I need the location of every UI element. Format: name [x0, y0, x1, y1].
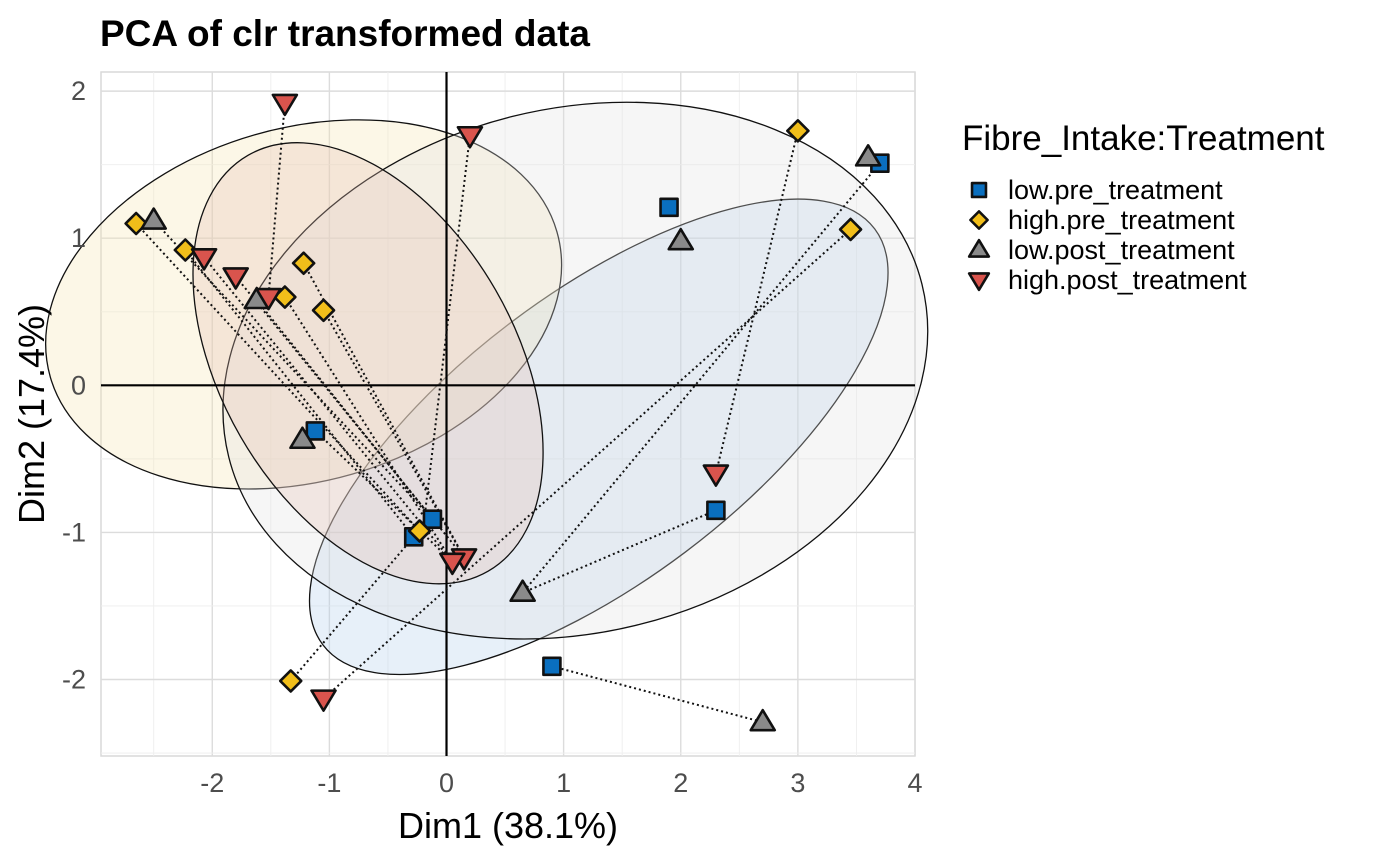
- point-low-post-treatment: [667, 227, 695, 251]
- point-low-post-treatment: [749, 708, 777, 732]
- plot-panel: [100, 71, 916, 757]
- legend: Fibre_Intake:Treatment low.pre_treatment…: [962, 119, 1325, 295]
- x-tick-label: 1: [556, 768, 571, 798]
- point-low-pre-treatment: [542, 656, 562, 677]
- x-tick-label: 3: [790, 768, 805, 798]
- point-low-pre-treatment: [305, 421, 326, 441]
- point-low-post-treatment: [509, 579, 536, 603]
- point-high-post-treatment: [702, 464, 730, 487]
- x-tick-label: 0: [439, 768, 454, 798]
- chart-title: PCA of clr transformed data: [100, 13, 590, 54]
- point-high-post-treatment: [222, 267, 249, 290]
- ellipse-high-pre-treatment: [45, 119, 563, 490]
- ellipse-low-post-treatment: [222, 101, 929, 640]
- point-low-post-treatment: [140, 207, 168, 230]
- legend-key-high-post-treatment: [967, 272, 991, 292]
- x-tick-label: 4: [907, 768, 922, 798]
- legend-key-low-pre-treatment: [970, 181, 988, 199]
- point-high-post-treatment: [255, 287, 282, 311]
- point-high-post-treatment: [310, 689, 337, 712]
- legend-key-high-pre-treatment: [969, 210, 989, 230]
- x-tick-label: -1: [317, 768, 341, 798]
- legend-label-high-pre-treatment: high.pre_treatment: [1008, 205, 1235, 235]
- zero-axis-lines: [101, 72, 915, 756]
- panel-border: [100, 71, 916, 757]
- connection-line: [551, 665, 763, 724]
- point-high-pre-treatment: [311, 298, 336, 323]
- connection-line: [314, 430, 454, 563]
- y-tick-label: -1: [62, 517, 86, 547]
- connection-line: [521, 162, 881, 594]
- y-tick-label: 1: [71, 223, 86, 253]
- point-low-post-treatment: [854, 144, 882, 167]
- point-low-pre-treatment: [706, 500, 726, 521]
- ellipse-high-post-treatment: [192, 142, 544, 585]
- point-low-post-treatment: [289, 426, 316, 450]
- legend-label-low-pre-treatment: low.pre_treatment: [1008, 175, 1223, 205]
- legend-label-high-post-treatment: high.post_treatment: [1008, 265, 1247, 295]
- legend-title: Fibre_Intake:Treatment: [962, 119, 1325, 158]
- connection-line: [422, 135, 471, 530]
- point-low-pre-treatment: [422, 509, 443, 529]
- y-tick-label: 2: [71, 76, 86, 106]
- x-axis-ticks: -2 -1 0 1 2 3 4: [200, 768, 922, 798]
- point-high-pre-treatment: [407, 519, 432, 543]
- x-axis-label: Dim1 (38.1%): [398, 805, 618, 846]
- legend-key-low-post-treatment: [967, 238, 991, 258]
- connection-line: [152, 219, 434, 520]
- y-axis-label: Dim2 (17.4%): [11, 304, 52, 524]
- legend-label-low-post-treatment: low.post_treatment: [1008, 235, 1235, 265]
- point-high-post-treatment: [456, 125, 484, 149]
- y-tick-label: -2: [62, 665, 86, 695]
- legend-items: low.pre_treatmenthigh.pre_treatmentlow.p…: [967, 175, 1247, 295]
- connection-line: [714, 130, 799, 474]
- confidence-ellipses: [45, 101, 929, 676]
- point-high-pre-treatment: [173, 238, 198, 262]
- connection-line: [255, 299, 434, 520]
- point-low-pre-treatment: [659, 197, 679, 218]
- y-axis-ticks: -2 -1 0 1 2: [62, 76, 86, 694]
- x-tick-label: 2: [673, 768, 688, 798]
- grid-lines: [101, 72, 916, 756]
- point-high-pre-treatment: [838, 217, 863, 242]
- point-high-post-treatment: [190, 248, 218, 271]
- y-tick-label: 0: [71, 370, 86, 400]
- connection-line: [184, 249, 415, 538]
- point-high-pre-treatment: [786, 119, 810, 143]
- point-high-post-treatment: [439, 552, 466, 576]
- connection-line: [289, 536, 415, 682]
- point-high-pre-treatment: [291, 251, 316, 276]
- point-high-post-treatment: [271, 93, 299, 117]
- x-tick-label: -2: [200, 768, 224, 798]
- connection-line: [522, 509, 717, 594]
- point-high-pre-treatment: [278, 669, 303, 693]
- data-points: [124, 93, 890, 732]
